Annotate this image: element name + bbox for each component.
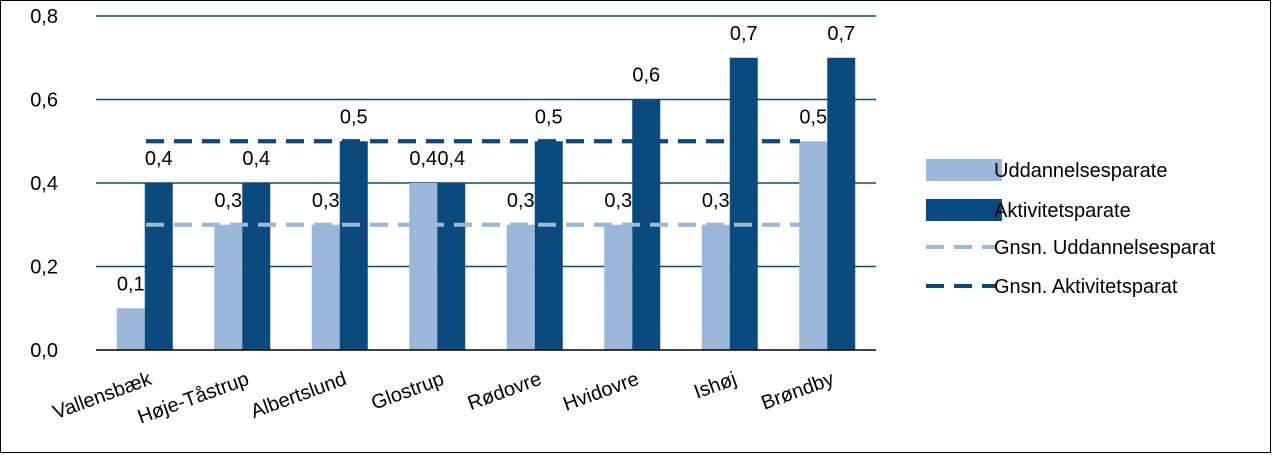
data-label: 0,4 bbox=[242, 148, 270, 170]
data-label: 0,7 bbox=[827, 23, 855, 45]
data-label: 0,4 bbox=[145, 148, 173, 170]
legend-label: Gnsn. Uddannelsesparat bbox=[994, 237, 1216, 259]
x-tick-label: Ishøj bbox=[691, 368, 739, 403]
data-label: 0,1 bbox=[117, 273, 145, 295]
data-label: 0,3 bbox=[507, 190, 535, 212]
bar-aktivitetsparate bbox=[144, 183, 173, 350]
bar-uddannelsesparate bbox=[604, 224, 633, 350]
bar-uddannelsesparate bbox=[701, 224, 730, 350]
bar-aktivitetsparate bbox=[242, 183, 271, 350]
data-label: 0,4 bbox=[437, 148, 465, 170]
y-tick-label: 0,0 bbox=[30, 340, 58, 362]
legend-swatch bbox=[926, 199, 1002, 221]
data-label: 0,3 bbox=[312, 190, 340, 212]
legend-label: Uddannelsesparate bbox=[994, 160, 1167, 182]
y-tick-label: 0,6 bbox=[30, 90, 58, 112]
x-tick-label: Hvidovre bbox=[560, 368, 642, 416]
data-label: 0,5 bbox=[799, 106, 827, 128]
data-label: 0,5 bbox=[535, 106, 563, 128]
data-label: 0,6 bbox=[632, 65, 660, 87]
bar-uddannelsesparate bbox=[409, 183, 438, 350]
bar-uddannelsesparate bbox=[116, 308, 145, 350]
bar-uddannelsesparate bbox=[799, 141, 828, 350]
bar-uddannelsesparate bbox=[506, 224, 535, 350]
legend-swatch bbox=[926, 159, 1002, 181]
data-label: 0,3 bbox=[702, 190, 730, 212]
bar-aktivitetsparate bbox=[827, 57, 856, 350]
x-tick-label: Rødovre bbox=[465, 368, 545, 415]
x-tick-label: Glostrup bbox=[368, 368, 447, 415]
bar-uddannelsesparate bbox=[214, 224, 243, 350]
data-label: 0,3 bbox=[214, 190, 242, 212]
y-tick-label: 0,4 bbox=[30, 173, 58, 195]
legend-label: Aktivitetsparate bbox=[994, 200, 1131, 222]
y-tick-label: 0,2 bbox=[30, 257, 58, 279]
bar-uddannelsesparate bbox=[311, 224, 340, 350]
x-tick-label: Høje-Tåstrup bbox=[135, 368, 252, 429]
bar-aktivitetsparate bbox=[339, 141, 368, 350]
legend-label: Gnsn. Aktivitetsparat bbox=[994, 276, 1178, 298]
x-tick-label: Brøndby bbox=[758, 368, 837, 415]
y-tick-label: 0,8 bbox=[30, 6, 58, 28]
data-label: 0,7 bbox=[730, 23, 758, 45]
data-label: 0,5 bbox=[340, 106, 368, 128]
data-label: 0,3 bbox=[604, 190, 632, 212]
bar-aktivitetsparate bbox=[729, 57, 758, 350]
x-tick-label: Albertslund bbox=[248, 368, 350, 423]
bar-aktivitetsparate bbox=[437, 183, 466, 350]
bar-aktivitetsparate bbox=[534, 141, 563, 350]
data-label: 0,4 bbox=[409, 148, 437, 170]
